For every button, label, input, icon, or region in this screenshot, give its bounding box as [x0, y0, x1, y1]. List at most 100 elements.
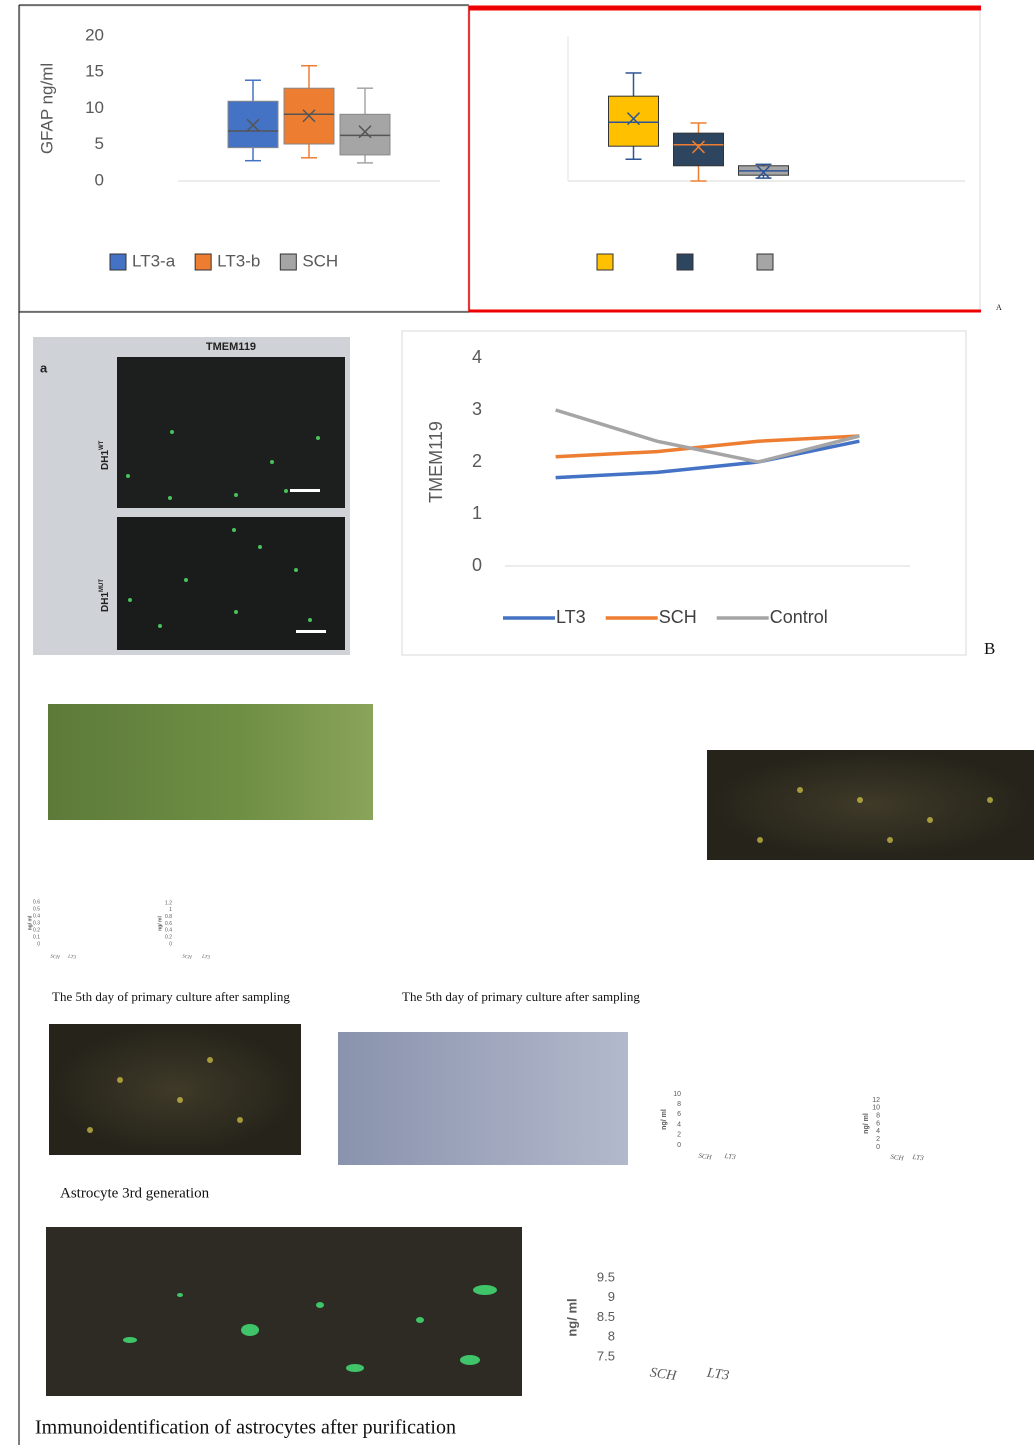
y-tick-label: 4	[876, 1128, 880, 1135]
y-axis-label: ng/ ml	[157, 916, 163, 931]
y-tick-label: 0.2	[33, 927, 40, 933]
line	[555, 408, 860, 464]
y-tick-label: 0.6	[33, 899, 40, 905]
mean-marker	[756, 165, 771, 179]
photo-panel	[117, 357, 345, 508]
chart-border	[401, 330, 967, 656]
y-tick-label: 10	[85, 98, 104, 117]
x-tick-label: LT3	[67, 954, 77, 960]
x-tick-label: SCH	[182, 955, 192, 961]
y-tick-label: 5	[95, 134, 104, 153]
y-tick-label: 0.4	[165, 928, 172, 934]
y-tick-label: 4	[677, 1121, 681, 1128]
figure-label: A	[996, 303, 1002, 312]
mean-marker	[691, 140, 706, 154]
legend-swatch	[194, 253, 212, 271]
y-tick-label: 1	[169, 907, 172, 913]
cells	[126, 430, 320, 628]
y-tick-label: 8	[608, 1329, 615, 1344]
y-tick-label: 8.5	[597, 1309, 615, 1324]
chart-border	[19, 5, 469, 312]
row-label: DH1WT	[99, 440, 111, 470]
y-tick-label: 7.5	[597, 1348, 615, 1363]
x-tick-label: SCH	[698, 1152, 713, 1162]
y-tick-label: 20	[85, 25, 104, 44]
row-label-sup: MUT	[99, 579, 105, 592]
x-tick-label: LT3	[723, 1152, 737, 1162]
y-tick-label: 2	[876, 1136, 880, 1143]
photo	[707, 750, 1034, 860]
y-tick-label: 1.2	[165, 900, 172, 906]
chart-border	[469, 9, 981, 311]
y-tick-label: 0.4	[33, 913, 40, 919]
legend-label: Control	[770, 607, 828, 627]
y-tick-label: 0.6	[165, 921, 172, 927]
legend-swatch	[676, 253, 694, 271]
scale-bar	[290, 489, 320, 492]
photo	[338, 1032, 628, 1165]
y-tick-label: 10	[872, 1105, 880, 1112]
x-tick-label: SCH	[50, 955, 60, 961]
caption: The 5th day of primary culture after sam…	[402, 989, 640, 1004]
x-tick-label: LT3	[201, 954, 211, 960]
y-tick-label: 6	[876, 1120, 880, 1127]
y-axis-label: ng/ ml	[863, 1113, 870, 1134]
y-axis-label: TMEM119	[426, 421, 446, 503]
line	[555, 434, 860, 459]
legend-swatch	[596, 253, 614, 271]
legend-swatch	[756, 253, 774, 271]
legend-label: LT3-a	[132, 251, 176, 270]
y-tick-label: 0.3	[33, 920, 40, 926]
mean-marker	[302, 109, 316, 123]
mean-marker	[626, 112, 641, 126]
legend-label: SCH	[302, 251, 338, 270]
y-tick-label: 9.5	[597, 1269, 615, 1284]
y-tick-label: 8	[677, 1101, 681, 1108]
caption: The 5th day of primary culture after sam…	[52, 989, 290, 1004]
x-tick-label: SCH	[649, 1365, 678, 1384]
y-tick-label: 2	[472, 451, 482, 471]
y-axis-label: GFAP ng/ml	[37, 63, 56, 154]
cells	[123, 1285, 497, 1372]
y-tick-label: 0.1	[33, 934, 40, 940]
legend-swatch	[279, 253, 297, 271]
box	[673, 132, 724, 167]
legend-swatch	[109, 253, 127, 271]
figure-label: B	[984, 639, 995, 658]
photo	[46, 1227, 522, 1396]
box	[608, 95, 659, 147]
legend-label: LT3	[556, 607, 586, 627]
x-tick-label: LT3	[705, 1366, 730, 1384]
y-tick-label: 0	[169, 941, 172, 947]
y-tick-label: 0	[677, 1142, 681, 1149]
y-tick-label: 3	[472, 399, 482, 419]
row-label: DH1MUT	[99, 579, 111, 612]
line	[555, 439, 860, 480]
y-axis-label: ng/ ml	[661, 1109, 668, 1130]
y-tick-label: 12	[872, 1097, 880, 1104]
y-tick-label: 0	[876, 1144, 880, 1151]
y-tick-label: 0.5	[33, 906, 40, 912]
photo	[48, 704, 373, 820]
cells	[87, 787, 993, 1133]
y-tick-label: 2	[677, 1132, 681, 1139]
legend-label: LT3-b	[217, 251, 260, 270]
y-tick-label: 0.8	[165, 914, 172, 920]
y-tick-label: 10	[673, 1091, 681, 1098]
y-tick-label: 0	[95, 170, 104, 189]
row-label-main: DH1	[100, 450, 111, 470]
caption: Immunoidentification of astrocytes after…	[35, 1417, 456, 1439]
x-tick-label: LT3	[911, 1153, 925, 1163]
photo	[49, 1024, 301, 1155]
y-axis-label: ng/ ml	[27, 915, 33, 930]
photo-panel	[117, 517, 345, 650]
y-tick-label: 0	[37, 941, 40, 947]
y-tick-label: 0.2	[165, 934, 172, 940]
panel-letter: a	[40, 360, 48, 375]
x-tick-label: SCH	[890, 1153, 905, 1163]
y-tick-label: 4	[472, 347, 482, 367]
row-label-main: DH1	[100, 592, 111, 612]
panel-title: TMEM119	[206, 341, 256, 353]
mean-marker	[246, 118, 260, 132]
